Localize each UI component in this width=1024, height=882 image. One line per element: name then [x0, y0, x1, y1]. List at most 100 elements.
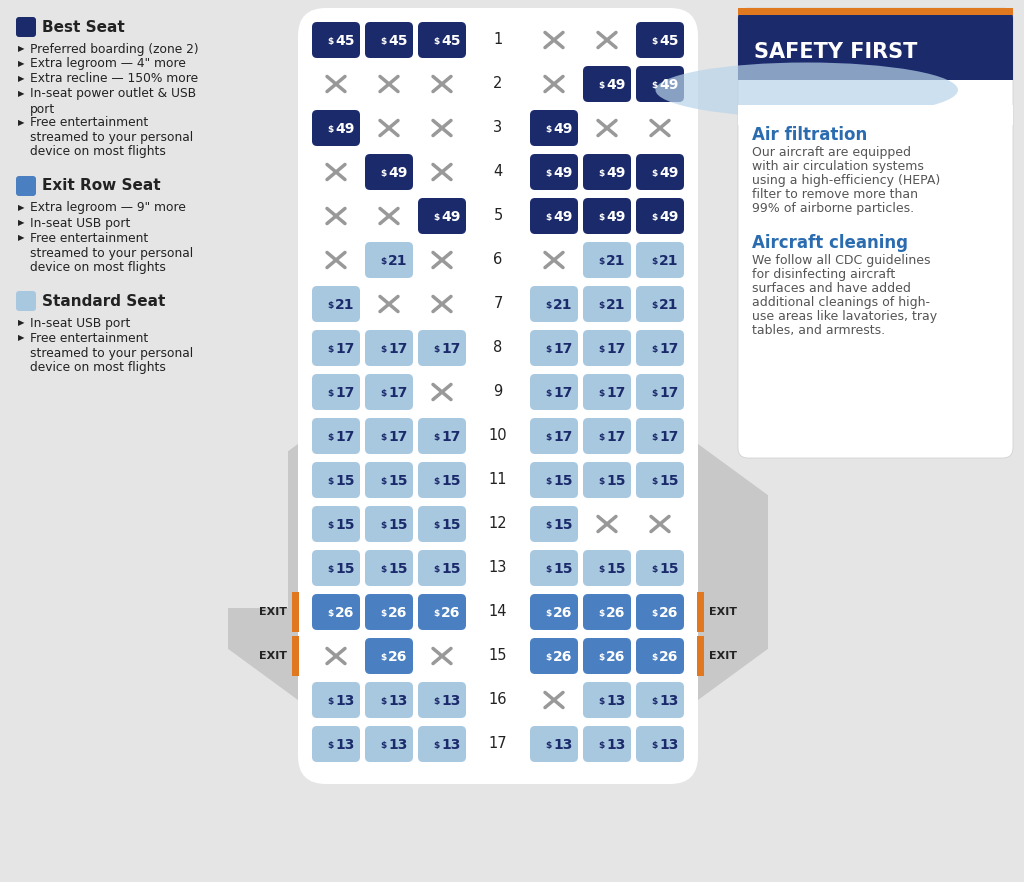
Text: $: $: [328, 565, 334, 574]
Text: $: $: [328, 345, 334, 354]
Text: 12: 12: [488, 517, 507, 532]
Text: $: $: [328, 125, 334, 134]
Text: 15: 15: [388, 562, 408, 576]
FancyBboxPatch shape: [738, 8, 1013, 458]
Text: 15: 15: [553, 562, 572, 576]
FancyBboxPatch shape: [583, 198, 631, 234]
Text: ▶: ▶: [18, 333, 25, 342]
Text: 1: 1: [494, 33, 503, 48]
Text: 15: 15: [335, 474, 354, 488]
FancyBboxPatch shape: [8, 8, 288, 608]
Text: $: $: [651, 433, 658, 442]
Text: $: $: [546, 345, 552, 354]
FancyBboxPatch shape: [636, 726, 684, 762]
Bar: [292, 636, 299, 676]
Text: 13: 13: [659, 738, 678, 752]
Text: Extra legroom — 4" more: Extra legroom — 4" more: [30, 57, 186, 71]
FancyBboxPatch shape: [636, 638, 684, 674]
Text: 15: 15: [441, 474, 461, 488]
Text: $: $: [546, 389, 552, 398]
Text: In-seat USB port: In-seat USB port: [30, 317, 130, 330]
Text: $: $: [651, 565, 658, 574]
FancyBboxPatch shape: [738, 8, 1013, 15]
Text: $: $: [599, 741, 605, 750]
Text: $: $: [651, 213, 658, 222]
Text: $: $: [328, 521, 334, 530]
Text: Exit Row Seat: Exit Row Seat: [42, 178, 161, 193]
FancyBboxPatch shape: [365, 330, 413, 366]
FancyBboxPatch shape: [530, 726, 578, 762]
FancyBboxPatch shape: [636, 286, 684, 322]
Text: $: $: [381, 257, 387, 266]
Text: $: $: [546, 653, 552, 662]
FancyBboxPatch shape: [530, 418, 578, 454]
FancyBboxPatch shape: [312, 682, 360, 718]
FancyBboxPatch shape: [583, 418, 631, 454]
FancyBboxPatch shape: [418, 462, 466, 498]
Text: EXIT: EXIT: [709, 607, 737, 617]
Text: 26: 26: [553, 650, 572, 664]
Polygon shape: [228, 444, 298, 700]
Text: 11: 11: [488, 473, 507, 488]
Text: Air filtration: Air filtration: [752, 126, 867, 144]
Text: 21: 21: [553, 298, 572, 312]
Text: ▶: ▶: [18, 219, 25, 228]
Text: Free entertainment: Free entertainment: [30, 231, 148, 244]
FancyBboxPatch shape: [583, 550, 631, 586]
Text: $: $: [546, 565, 552, 574]
FancyBboxPatch shape: [636, 682, 684, 718]
Text: 49: 49: [553, 166, 572, 180]
Bar: [738, 68, 1013, 80]
Text: 16: 16: [488, 692, 507, 707]
Text: $: $: [599, 565, 605, 574]
FancyBboxPatch shape: [583, 66, 631, 102]
Text: device on most flights: device on most flights: [30, 361, 166, 373]
Text: $: $: [651, 609, 658, 618]
Text: $: $: [381, 741, 387, 750]
FancyBboxPatch shape: [418, 550, 466, 586]
Text: $: $: [381, 697, 387, 706]
Text: 13: 13: [553, 738, 572, 752]
Text: In-seat power outlet & USB: In-seat power outlet & USB: [30, 87, 197, 101]
FancyBboxPatch shape: [636, 198, 684, 234]
Text: $: $: [599, 477, 605, 486]
FancyBboxPatch shape: [16, 17, 36, 37]
Text: $: $: [599, 389, 605, 398]
Text: port: port: [30, 102, 55, 116]
Text: 17: 17: [659, 430, 678, 444]
Text: filter to remove more than: filter to remove more than: [752, 188, 918, 201]
FancyBboxPatch shape: [636, 242, 684, 278]
Text: 6: 6: [494, 252, 503, 267]
Text: 17: 17: [659, 386, 678, 400]
FancyBboxPatch shape: [530, 462, 578, 498]
Text: 26: 26: [659, 606, 678, 620]
Text: 15: 15: [606, 474, 626, 488]
FancyBboxPatch shape: [583, 286, 631, 322]
FancyBboxPatch shape: [636, 66, 684, 102]
Text: 13: 13: [441, 694, 461, 708]
FancyBboxPatch shape: [365, 22, 413, 58]
Text: 7: 7: [494, 296, 503, 311]
FancyBboxPatch shape: [530, 506, 578, 542]
Text: 26: 26: [441, 606, 461, 620]
Text: $: $: [651, 653, 658, 662]
Text: 49: 49: [659, 210, 678, 224]
FancyBboxPatch shape: [583, 682, 631, 718]
FancyBboxPatch shape: [636, 550, 684, 586]
Text: $: $: [434, 213, 440, 222]
Text: $: $: [434, 697, 440, 706]
FancyBboxPatch shape: [312, 330, 360, 366]
Text: $: $: [651, 477, 658, 486]
Text: $: $: [381, 565, 387, 574]
FancyBboxPatch shape: [636, 154, 684, 190]
Text: 17: 17: [388, 386, 408, 400]
FancyBboxPatch shape: [418, 198, 466, 234]
Text: 13: 13: [388, 738, 408, 752]
Text: surfaces and have added: surfaces and have added: [752, 282, 911, 295]
FancyBboxPatch shape: [530, 374, 578, 410]
Text: 45: 45: [659, 34, 679, 48]
Text: 13: 13: [388, 694, 408, 708]
Text: $: $: [434, 521, 440, 530]
Text: 21: 21: [606, 298, 626, 312]
Text: $: $: [434, 609, 440, 618]
